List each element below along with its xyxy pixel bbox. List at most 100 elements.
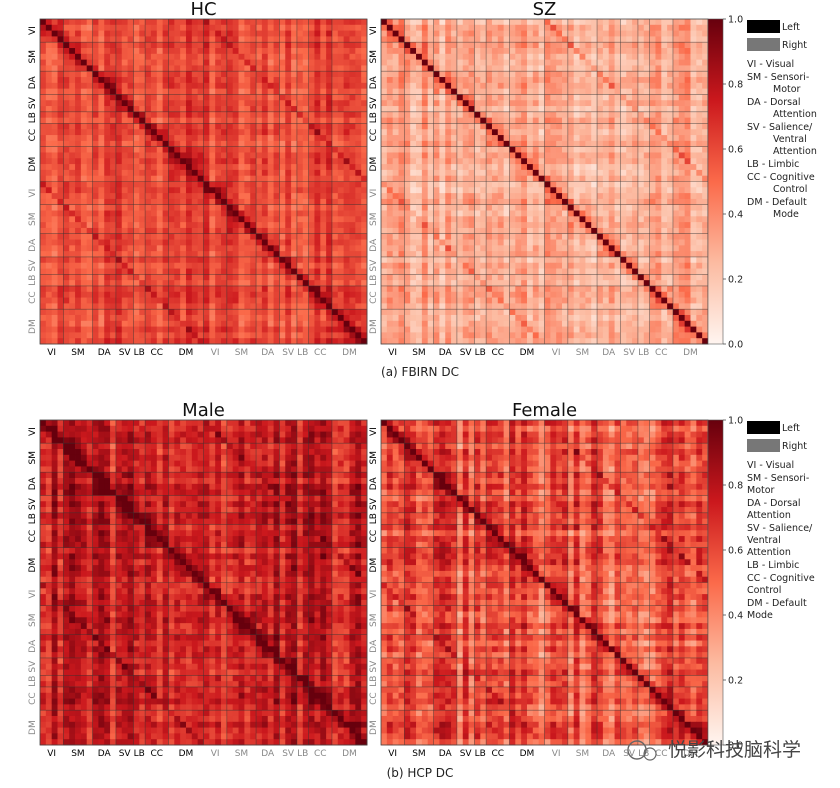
heatmap-cell bbox=[180, 59, 187, 66]
heatmap-cell bbox=[544, 53, 551, 61]
heatmap-cell bbox=[579, 129, 586, 136]
heatmap-cell bbox=[361, 169, 368, 177]
x-tick-label: VI bbox=[211, 348, 220, 358]
heatmap-cell bbox=[115, 280, 123, 287]
heatmap-cell bbox=[256, 94, 263, 101]
heatmap-cell bbox=[285, 152, 292, 159]
heatmap-cell bbox=[661, 187, 668, 194]
heatmap-cell bbox=[51, 326, 58, 333]
heatmap-cell bbox=[597, 59, 604, 66]
heatmap-cell bbox=[637, 59, 645, 66]
heatmap-cell bbox=[585, 158, 592, 165]
heatmap-cell bbox=[381, 82, 388, 90]
heatmap-cell bbox=[69, 24, 76, 31]
heatmap-cell bbox=[168, 19, 175, 26]
heatmap-cell bbox=[191, 36, 199, 43]
heatmap-cell bbox=[57, 42, 64, 49]
heatmap-cell bbox=[649, 36, 656, 43]
heatmap-cell bbox=[256, 82, 263, 90]
heatmap-cell bbox=[139, 175, 146, 182]
heatmap-cell bbox=[696, 111, 703, 119]
heatmap-cell bbox=[632, 30, 639, 37]
heatmap-cell bbox=[491, 135, 499, 142]
heatmap-cell bbox=[267, 77, 274, 84]
heatmap-cell bbox=[150, 227, 158, 235]
heatmap-cell bbox=[585, 117, 592, 124]
heatmap-cell bbox=[92, 338, 99, 345]
heatmap-cell bbox=[597, 19, 604, 26]
heatmap-cell bbox=[215, 210, 222, 217]
heatmap-cell bbox=[98, 338, 105, 345]
heatmap-cell bbox=[626, 175, 633, 182]
heatmap-cell bbox=[556, 135, 563, 142]
heatmap-cell bbox=[69, 193, 76, 200]
heatmap-cell bbox=[355, 303, 362, 310]
heatmap-cell bbox=[86, 181, 93, 188]
heatmap-cell bbox=[168, 65, 175, 72]
heatmap-cell bbox=[238, 262, 245, 269]
heatmap-cell bbox=[591, 117, 598, 124]
heatmap-cell bbox=[302, 24, 310, 31]
heatmap-cell bbox=[197, 262, 204, 269]
heatmap-cell bbox=[115, 164, 123, 171]
heatmap-cell bbox=[45, 297, 53, 304]
heatmap-cell bbox=[238, 71, 245, 78]
heatmap-cell bbox=[244, 82, 251, 90]
heatmap-cell bbox=[261, 123, 269, 130]
heatmap-cell bbox=[343, 152, 350, 159]
heatmap-cell bbox=[267, 320, 274, 327]
heatmap-cell bbox=[526, 146, 534, 153]
heatmap-cell bbox=[404, 48, 411, 55]
heatmap-cell bbox=[331, 256, 339, 264]
heatmap-cell bbox=[104, 100, 111, 107]
heatmap-cell bbox=[174, 36, 181, 43]
heatmap-cell bbox=[215, 291, 222, 298]
heatmap-cell bbox=[602, 117, 610, 124]
heatmap-cell bbox=[416, 146, 423, 153]
heatmap-cell bbox=[410, 129, 417, 136]
heatmap-cell bbox=[445, 42, 452, 49]
heatmap-cell bbox=[80, 210, 88, 217]
heatmap-cell bbox=[643, 19, 651, 26]
heatmap-cell bbox=[256, 216, 263, 223]
heatmap-cell bbox=[209, 262, 216, 269]
heatmap-cell bbox=[672, 77, 680, 84]
heatmap-cell bbox=[133, 332, 140, 339]
heatmap-cell bbox=[261, 53, 269, 61]
heatmap-cell bbox=[226, 71, 234, 78]
heatmap-cell bbox=[69, 239, 76, 246]
heatmap-cell bbox=[261, 338, 269, 345]
heatmap-cell bbox=[104, 19, 111, 26]
heatmap-cell bbox=[267, 210, 274, 217]
heatmap-cell bbox=[86, 158, 93, 165]
heatmap-cell bbox=[556, 117, 563, 124]
heatmap-cell bbox=[337, 152, 345, 159]
heatmap-cell bbox=[526, 123, 534, 130]
heatmap-cell bbox=[261, 36, 269, 43]
heatmap-cell bbox=[386, 129, 394, 136]
heatmap-cell bbox=[285, 216, 292, 223]
heatmap-cell bbox=[696, 117, 703, 124]
heatmap-cell bbox=[238, 297, 245, 304]
heatmap-cell bbox=[145, 123, 152, 130]
heatmap-cell bbox=[256, 146, 263, 153]
heatmap-cell bbox=[75, 152, 82, 159]
heatmap-cell bbox=[162, 274, 169, 281]
heatmap-cell bbox=[643, 59, 651, 66]
heatmap-cell bbox=[550, 181, 557, 188]
heatmap-cell bbox=[381, 30, 388, 37]
heatmap-cell bbox=[267, 158, 274, 165]
heatmap-cell bbox=[381, 169, 388, 177]
heatmap-cell bbox=[168, 77, 175, 84]
heatmap-cell bbox=[226, 53, 234, 61]
heatmap-cell bbox=[115, 152, 123, 159]
heatmap-cell bbox=[69, 65, 76, 72]
heatmap-cell bbox=[320, 158, 327, 165]
heatmap-cell bbox=[256, 158, 263, 165]
heatmap-cell bbox=[532, 53, 540, 61]
heatmap-cell bbox=[637, 42, 645, 49]
heatmap-cell bbox=[521, 198, 528, 206]
heatmap-cell bbox=[655, 48, 662, 55]
heatmap-cell bbox=[343, 88, 350, 95]
heatmap-cell bbox=[503, 106, 510, 113]
